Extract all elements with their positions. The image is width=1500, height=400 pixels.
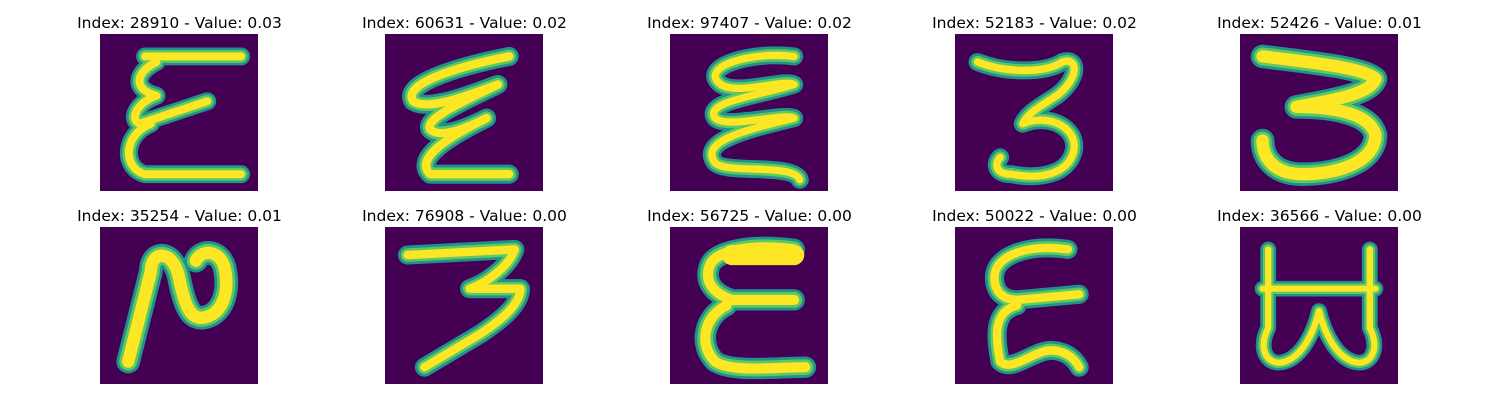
panel-2: Index: 60631 - Value: 0.02 [322, 13, 607, 203]
digit-image [670, 34, 828, 191]
panel-3: Index: 97407 - Value: 0.02 [607, 13, 892, 203]
panel-title: Index: 76908 - Value: 0.00 [362, 207, 567, 225]
digit-image [1240, 34, 1398, 191]
panel-4: Index: 52183 - Value: 0.02 [892, 13, 1177, 203]
digit-image [955, 34, 1113, 191]
panel-1: Index: 28910 - Value: 0.03 [37, 13, 322, 203]
panel-title: Index: 36566 - Value: 0.00 [1217, 207, 1422, 225]
panel-title: Index: 52426 - Value: 0.01 [1217, 14, 1422, 32]
digit-image [670, 227, 828, 384]
panel-7: Index: 76908 - Value: 0.00 [322, 206, 607, 396]
digit-image [100, 227, 258, 384]
digit-image [385, 34, 543, 191]
panel-5: Index: 52426 - Value: 0.01 [1177, 13, 1462, 203]
panel-10: Index: 36566 - Value: 0.00 [1177, 206, 1462, 396]
digit-image [1240, 227, 1398, 384]
panel-title: Index: 97407 - Value: 0.02 [647, 14, 852, 32]
panel-title: Index: 50022 - Value: 0.00 [932, 207, 1137, 225]
panel-8: Index: 56725 - Value: 0.00 [607, 206, 892, 396]
panel-title: Index: 28910 - Value: 0.03 [77, 14, 282, 32]
panel-title: Index: 60631 - Value: 0.02 [362, 14, 567, 32]
digit-image [955, 227, 1113, 384]
panel-9: Index: 50022 - Value: 0.00 [892, 206, 1177, 396]
panel-title: Index: 52183 - Value: 0.02 [932, 14, 1137, 32]
digit-image [385, 227, 543, 384]
panel-title: Index: 56725 - Value: 0.00 [647, 207, 852, 225]
digit-image [100, 34, 258, 191]
panel-6: Index: 35254 - Value: 0.01 [37, 206, 322, 396]
panel-title: Index: 35254 - Value: 0.01 [77, 207, 282, 225]
